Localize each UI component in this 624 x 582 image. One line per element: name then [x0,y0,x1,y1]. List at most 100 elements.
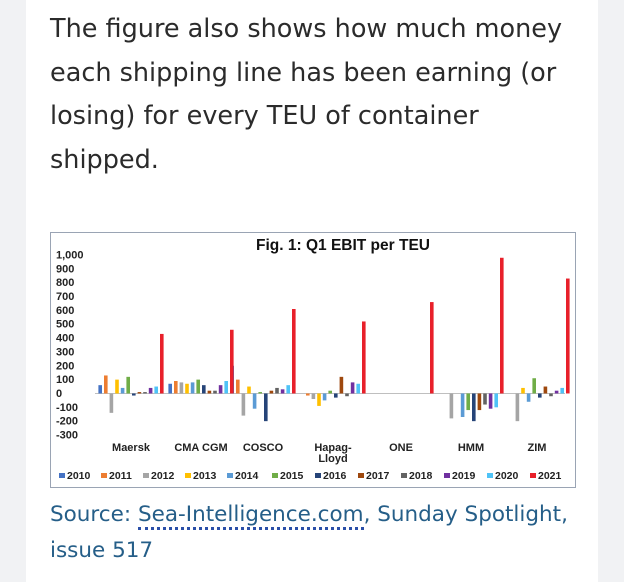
category-label: COSCO [243,442,284,454]
bar-2012-hmm [449,393,454,419]
bar-2014-zim [526,393,531,402]
bar-2012-cosco [241,393,246,416]
bar-2012-cma-cgm [179,382,184,394]
left-gutter [0,0,26,582]
bar-2021-hapag-lloyd [362,321,366,394]
bar-2014-cosco [252,393,257,409]
y-tick-label: 300 [56,346,74,358]
bar-2019-hapag-lloyd [350,382,355,394]
y-tick-label: 1,000 [56,250,84,262]
bar-2010-cma-cgm [168,383,172,394]
source-caption: Source: Sea-Intelligence.com, Sunday Spo… [50,497,570,569]
bar-2017-maersk [137,392,142,394]
legend-label-2017: 2017 [366,470,390,482]
legend-label-2010: 2010 [67,470,91,482]
bar-2015-hmm [466,393,470,411]
y-tick-label: -300 [56,430,78,442]
bar-2013-zim [521,387,525,394]
legend-swatch-2017 [358,473,364,478]
article-body: The figure also shows how much money eac… [26,0,598,582]
bar-2011-cosco [236,379,240,394]
bar-2017-cosco [269,390,274,394]
category-label: Lloyd [318,453,347,465]
y-tick-label: 500 [56,319,74,331]
category-label: ONE [389,442,413,454]
category-label: Hapag- [314,442,352,454]
bar-2013-hapag-lloyd [317,393,321,406]
source-prefix: Source: [50,502,132,527]
legend-swatch-2012 [143,473,149,478]
legend-label-2018: 2018 [409,470,433,482]
bar-2018-cosco [275,387,279,394]
legend-label-2020: 2020 [495,470,519,482]
bar-2011-maersk [104,375,108,394]
bar-2014-hmm [460,393,465,417]
y-tick-label: 400 [56,333,74,345]
y-tick-label: -100 [56,402,78,414]
bar-2018-hapag-lloyd [345,393,349,397]
legend-label-2016: 2016 [323,470,347,482]
legend-label-2019: 2019 [452,470,476,482]
y-tick-label: 800 [56,277,74,289]
bar-2012-hapag-lloyd [311,393,316,399]
bar-2013-cma-cgm [185,383,189,394]
legend-swatch-2021 [530,473,536,478]
legend-swatch-2014 [227,473,233,478]
bar-2018-hmm [483,393,487,405]
bar-2017-hmm [477,393,482,411]
y-tick-label: 0 [56,388,62,400]
bar-2021-cma-cgm [230,329,234,394]
bar-2015-cma-cgm [196,379,200,394]
legend-swatch-2018 [401,473,407,478]
legend-swatch-2010 [59,473,65,478]
bar-2016-maersk [132,393,136,396]
bar-2010-maersk [98,385,102,394]
legend-swatch-2015 [272,473,278,478]
category-label: HMM [458,442,484,454]
bar-2015-zim [532,378,536,394]
source-link[interactable]: Sea-Intelligence.com [137,502,364,530]
legend-label-2021: 2021 [538,470,562,482]
legend-label-2012: 2012 [151,470,175,482]
legend-label-2011: 2011 [109,470,132,482]
legend-swatch-2019 [444,473,450,478]
bar-2015-cosco [258,392,262,394]
legend-label-2015: 2015 [280,470,304,482]
source-suffix: , Sunday Spotlight, issue 517 [50,502,568,563]
bar-2021-one [430,302,434,394]
bar-2013-cosco [247,386,251,394]
bar-2018-cma-cgm [213,390,217,394]
bar-2016-cosco [264,393,268,422]
y-tick-label: -200 [56,416,78,428]
bar-2021-zim [566,278,570,394]
article-paragraph: The figure also shows how much money eac… [50,14,563,175]
bar-2019-zim [554,390,559,394]
bar-2013-maersk [115,379,119,394]
chart-title: Fig. 1: Q1 EBIT per TEU [256,237,430,254]
bar-2020-zim [560,387,564,394]
legend-swatch-2020 [487,473,493,478]
bar-2016-zim [538,393,542,398]
legend-label-2014: 2014 [235,470,259,482]
bar-2020-hmm [494,393,498,408]
bar-2021-maersk [160,333,164,394]
bar-2014-hapag-lloyd [322,393,327,401]
bar-2012-maersk [109,393,114,413]
bar-2015-maersk [126,376,130,394]
bar-2019-hmm [488,393,493,409]
category-label: ZIM [528,442,547,454]
ebit-chart-figure: Fig. 1: Q1 EBIT per TEU 1,000 900 800 700 600… [50,232,576,488]
bar-2016-hapag-lloyd [334,393,338,398]
bar-2014-maersk [120,387,125,394]
bar-2020-cosco [286,385,290,394]
y-tick-label: 600 [56,305,74,317]
bar-2019-cma-cgm [218,385,223,394]
bar-2021-hmm [500,257,504,394]
legend-swatch-2016 [315,473,321,478]
bar-2011-hapag-lloyd [306,393,310,396]
category-label: CMA CGM [174,442,227,454]
category-label: Maersk [112,442,151,454]
bar-2016-cma-cgm [202,385,206,394]
bar-2019-maersk [148,387,153,394]
